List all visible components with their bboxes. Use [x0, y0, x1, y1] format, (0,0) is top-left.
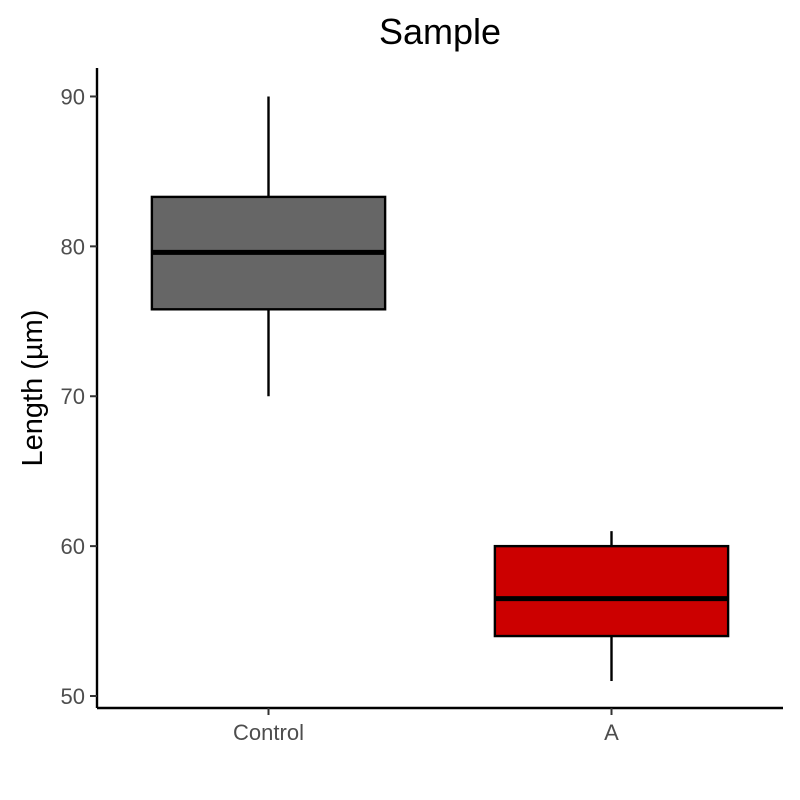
- chart-title: Sample: [379, 11, 501, 52]
- y-tick-label: 90: [61, 84, 85, 109]
- y-tick-label: 60: [61, 534, 85, 559]
- y-tick-label: 70: [61, 384, 85, 409]
- y-tick-label: 50: [61, 684, 85, 709]
- box-group: [150, 96, 387, 397]
- plot-area: [150, 96, 730, 682]
- x-axis-ticks: Control A: [233, 708, 619, 745]
- x-tick-label: Control: [233, 720, 304, 745]
- y-axis-label: Length (µm): [17, 310, 49, 467]
- y-tick-label: 80: [61, 234, 85, 259]
- box-group: [493, 531, 730, 682]
- interquartile-box: [493, 544, 730, 638]
- x-tick-label: A: [604, 720, 619, 745]
- y-axis-ticks: 50 60 70 80 90: [61, 84, 97, 709]
